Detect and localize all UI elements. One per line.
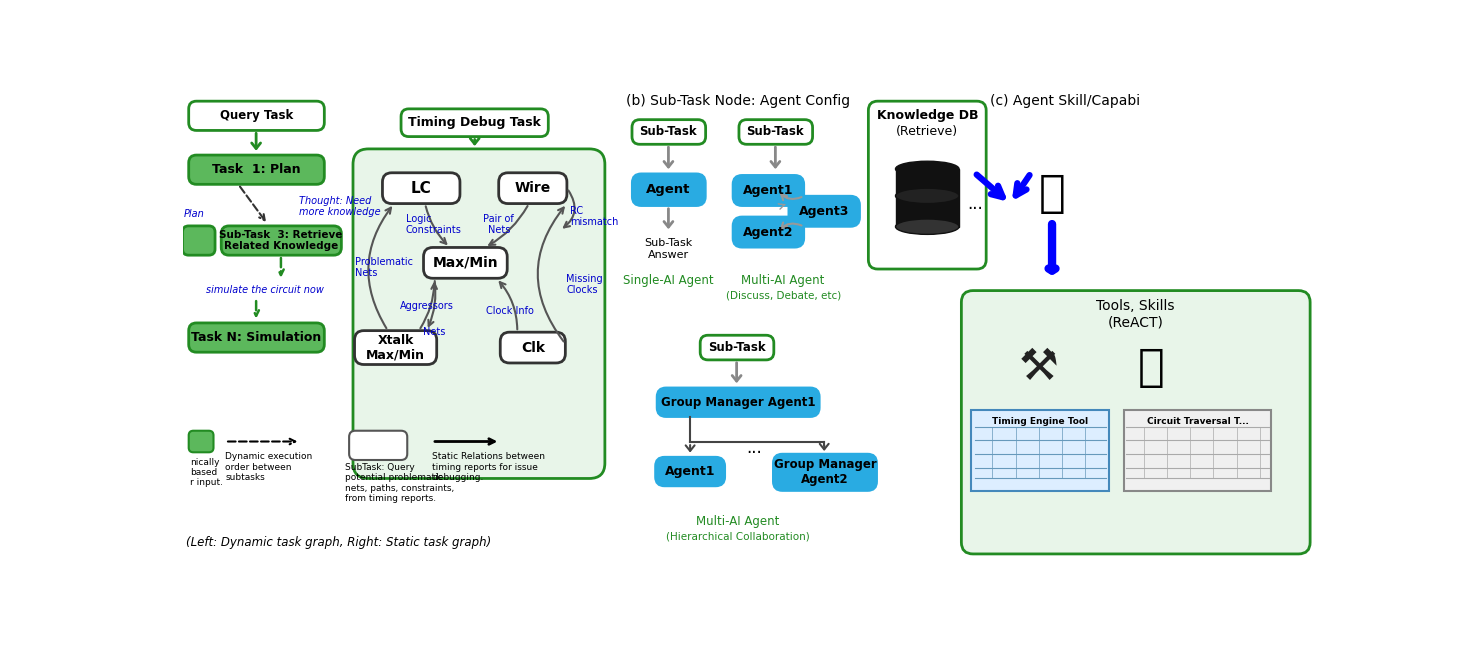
Text: Sub-Task: Sub-Task [708, 341, 765, 354]
FancyBboxPatch shape [188, 431, 213, 452]
Text: (c) Agent Skill/Capabi: (c) Agent Skill/Capabi [990, 94, 1140, 108]
Text: Agent: Agent [647, 183, 691, 196]
FancyBboxPatch shape [182, 226, 215, 255]
Text: Task  1: Plan: Task 1: Plan [212, 163, 301, 176]
FancyBboxPatch shape [499, 173, 566, 204]
FancyBboxPatch shape [788, 196, 860, 227]
Text: ...: ... [746, 440, 762, 457]
Text: Sub-Task: Sub-Task [746, 125, 804, 139]
Text: (ReACT): (ReACT) [1108, 316, 1164, 330]
Text: Agent3: Agent3 [799, 205, 850, 217]
Text: 🐍: 🐍 [1137, 346, 1165, 389]
Text: Aggressors: Aggressors [400, 301, 454, 311]
FancyBboxPatch shape [961, 290, 1310, 554]
FancyBboxPatch shape [739, 120, 813, 145]
FancyBboxPatch shape [423, 248, 507, 279]
Text: Agent2: Agent2 [743, 225, 794, 238]
Ellipse shape [895, 161, 959, 177]
Text: ...: ... [967, 194, 983, 213]
Text: Tools, Skills: Tools, Skills [1096, 299, 1175, 313]
FancyBboxPatch shape [772, 454, 877, 491]
Text: (b) Sub-Task Node: Agent Config: (b) Sub-Task Node: Agent Config [626, 94, 850, 108]
Text: Sub-Task
Answer: Sub-Task Answer [644, 238, 692, 260]
Text: Group Manager Agent1: Group Manager Agent1 [661, 396, 816, 409]
FancyBboxPatch shape [656, 457, 726, 486]
Text: Knowledge DB: Knowledge DB [876, 108, 978, 122]
Text: Task N: Simulation: Task N: Simulation [191, 331, 321, 344]
Text: Plan: Plan [184, 208, 204, 219]
Text: SubTask: Query
potential problematic
nets, paths, constraints,
from timing repor: SubTask: Query potential problematic net… [345, 463, 454, 503]
FancyBboxPatch shape [657, 388, 819, 417]
FancyBboxPatch shape [222, 226, 342, 255]
FancyBboxPatch shape [355, 330, 437, 365]
FancyBboxPatch shape [402, 109, 549, 137]
Text: Group Manager
Agent2: Group Manager Agent2 [774, 459, 876, 486]
Text: (Left: Dynamic task graph, Right: Static task graph): (Left: Dynamic task graph, Right: Static… [187, 536, 492, 549]
FancyBboxPatch shape [632, 173, 705, 206]
Text: (Retrieve): (Retrieve) [896, 125, 958, 139]
Text: Problematic
Nets: Problematic Nets [355, 257, 413, 279]
Text: Logic
Constraints: Logic Constraints [406, 214, 461, 235]
Text: nically
based
r input.: nically based r input. [190, 458, 223, 487]
Text: Query Task: Query Task [219, 109, 293, 122]
Text: Dynamic execution
order between
subtasks: Dynamic execution order between subtasks [225, 452, 312, 482]
FancyBboxPatch shape [188, 101, 324, 131]
Text: Clk: Clk [521, 340, 545, 355]
FancyBboxPatch shape [1124, 410, 1272, 491]
FancyBboxPatch shape [188, 155, 324, 185]
FancyBboxPatch shape [188, 323, 324, 352]
Text: Sub-Task: Sub-Task [639, 125, 698, 139]
Text: LC: LC [410, 181, 432, 196]
FancyBboxPatch shape [349, 431, 407, 460]
Text: Wire: Wire [515, 181, 550, 195]
FancyBboxPatch shape [733, 175, 804, 206]
Text: Timing Engine Tool: Timing Engine Tool [993, 417, 1089, 426]
FancyBboxPatch shape [971, 410, 1110, 491]
Ellipse shape [895, 219, 959, 235]
Text: Agent1: Agent1 [664, 465, 715, 478]
Text: Static Relations between
timing reports for issue
debugging.: Static Relations between timing reports … [432, 452, 545, 482]
FancyBboxPatch shape [501, 332, 565, 363]
Text: RC
mismatch: RC mismatch [569, 206, 619, 227]
FancyBboxPatch shape [733, 217, 804, 248]
Text: Missing
Clocks: Missing Clocks [566, 273, 603, 295]
Text: Thought: Need
more knowledge: Thought: Need more knowledge [299, 196, 381, 217]
Text: Circuit Traversal T...: Circuit Traversal T... [1146, 417, 1248, 426]
FancyBboxPatch shape [701, 335, 774, 360]
Text: Sub-Task  3: Retrieve
Related Knowledge: Sub-Task 3: Retrieve Related Knowledge [219, 230, 343, 252]
Text: Nets: Nets [423, 327, 445, 337]
Text: simulate the circuit now: simulate the circuit now [206, 285, 324, 295]
Text: Timing Debug Task: Timing Debug Task [409, 116, 542, 129]
FancyBboxPatch shape [383, 173, 460, 204]
FancyBboxPatch shape [632, 120, 705, 145]
Text: Single-AI Agent: Single-AI Agent [623, 274, 714, 287]
Text: Xtalk
Max/Min: Xtalk Max/Min [366, 334, 425, 361]
Text: Agent1: Agent1 [743, 184, 794, 197]
Text: ⚒: ⚒ [1019, 346, 1058, 389]
Text: Max/Min: Max/Min [432, 256, 498, 270]
Text: Multi-AI Agent: Multi-AI Agent [696, 515, 780, 528]
Ellipse shape [895, 188, 959, 204]
Text: (Hierarchical Collaboration): (Hierarchical Collaboration) [666, 532, 810, 542]
Text: 🤖: 🤖 [1038, 172, 1066, 215]
Text: Multi-AI Agent: Multi-AI Agent [742, 274, 825, 287]
Text: (Discuss, Debate, etc): (Discuss, Debate, etc) [726, 291, 841, 301]
Text: Clock Info: Clock Info [486, 306, 534, 317]
FancyBboxPatch shape [353, 149, 604, 478]
Text: Pair of
Nets: Pair of Nets [483, 214, 514, 235]
FancyBboxPatch shape [869, 101, 986, 269]
Bar [895, 169, 959, 227]
